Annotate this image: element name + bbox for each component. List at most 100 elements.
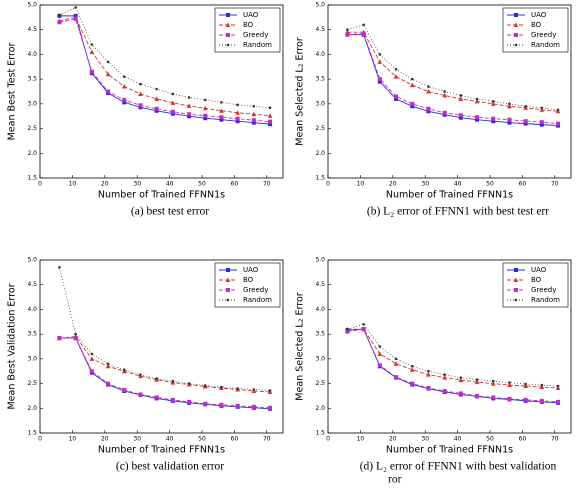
y-tick-label: 5.0 [27, 257, 37, 264]
series-line [59, 15, 271, 125]
marker [491, 395, 496, 400]
legend-label: BO [531, 276, 542, 284]
marker [362, 23, 365, 27]
legend-label: Greedy [531, 286, 556, 294]
marker [394, 357, 398, 361]
series-line [59, 7, 271, 109]
y-tick-label: 2.5 [315, 125, 325, 132]
y-tick-label: 3.0 [315, 100, 325, 107]
marker [361, 31, 366, 36]
y-tick-label: 4.0 [315, 306, 325, 313]
marker [226, 33, 230, 37]
y-tick-label: 2.5 [315, 380, 325, 387]
marker [203, 401, 208, 406]
legend-label: Random [243, 41, 272, 49]
series-line [347, 328, 559, 389]
marker [252, 105, 256, 108]
marker [474, 379, 480, 385]
x-tick-label: 50 [198, 181, 206, 188]
marker [226, 288, 230, 292]
x-tick-label: 60 [519, 436, 527, 443]
x-tick-label: 70 [263, 181, 271, 188]
y-axis-label: Mean Selected L₂ Error [295, 37, 306, 145]
marker [186, 103, 192, 108]
marker [170, 397, 175, 402]
legend-label: UAO [243, 266, 259, 274]
x-tick-label: 30 [421, 436, 429, 443]
series-line [59, 18, 271, 123]
marker [426, 89, 431, 94]
marker [513, 277, 519, 282]
marker [377, 363, 382, 368]
marker [106, 89, 111, 94]
series-line [347, 328, 559, 403]
y-tick-label: 1.5 [315, 430, 325, 437]
y-axis-label: Mean Best Test Error [7, 42, 18, 140]
marker [523, 119, 528, 124]
y-tick-label: 4.5 [27, 281, 37, 288]
x-tick-label: 30 [133, 436, 141, 443]
marker [268, 122, 273, 127]
marker [106, 60, 110, 64]
marker [203, 384, 207, 387]
marker [442, 375, 447, 380]
caption: (b) L₂ error of FFNN1 with best test err [367, 206, 549, 218]
marker [523, 397, 528, 402]
marker [491, 100, 495, 103]
series-line [347, 323, 559, 387]
x-tick-label: 10 [357, 181, 365, 188]
marker [514, 43, 518, 47]
marker [442, 92, 447, 98]
marker [426, 372, 431, 377]
marker [202, 105, 208, 111]
marker [187, 399, 192, 404]
marker [507, 117, 512, 122]
marker [458, 96, 464, 101]
marker [378, 345, 382, 348]
plot-area [39, 4, 284, 179]
marker [426, 106, 431, 111]
marker [235, 116, 240, 121]
subplot: 1.5 2.0 2.5 3.0 3.5 4.0 4.5 5.0 0 10 20 30 40 50 60 70 N… [295, 257, 572, 486]
marker [89, 69, 94, 74]
x-tick-label: 20 [389, 436, 397, 443]
plot-area [327, 259, 572, 434]
marker [556, 121, 561, 126]
series-line [347, 34, 559, 127]
x-tick-label: 60 [231, 436, 239, 443]
marker [106, 362, 110, 366]
marker [220, 101, 223, 104]
marker [556, 399, 561, 404]
y-tick-label: 4.5 [27, 26, 37, 33]
legend-label: Random [531, 41, 560, 49]
marker [458, 377, 464, 383]
y-tick-label: 4.5 [315, 26, 325, 33]
x-tick-label: 10 [69, 436, 77, 443]
marker [57, 336, 62, 341]
marker [345, 32, 350, 37]
marker [252, 388, 256, 391]
x-tick-label: 70 [551, 181, 559, 188]
marker [427, 85, 430, 88]
y-tick-label: 2.5 [27, 380, 37, 387]
marker [251, 111, 257, 117]
marker [122, 387, 127, 392]
x-axis-label: Number of Trained FFNN1s [98, 190, 225, 201]
marker [58, 266, 61, 269]
marker [459, 376, 463, 379]
marker [57, 20, 62, 25]
marker [106, 381, 111, 386]
y-tick-label: 3.5 [315, 331, 325, 338]
marker [394, 67, 398, 71]
legend-label: Random [531, 296, 560, 304]
marker [514, 268, 518, 272]
marker [226, 13, 230, 17]
marker [219, 108, 224, 113]
marker [475, 393, 480, 398]
series-line [59, 336, 271, 393]
marker [540, 383, 544, 387]
marker [555, 385, 561, 391]
y-tick-label: 2.0 [27, 150, 37, 157]
marker [154, 395, 159, 400]
